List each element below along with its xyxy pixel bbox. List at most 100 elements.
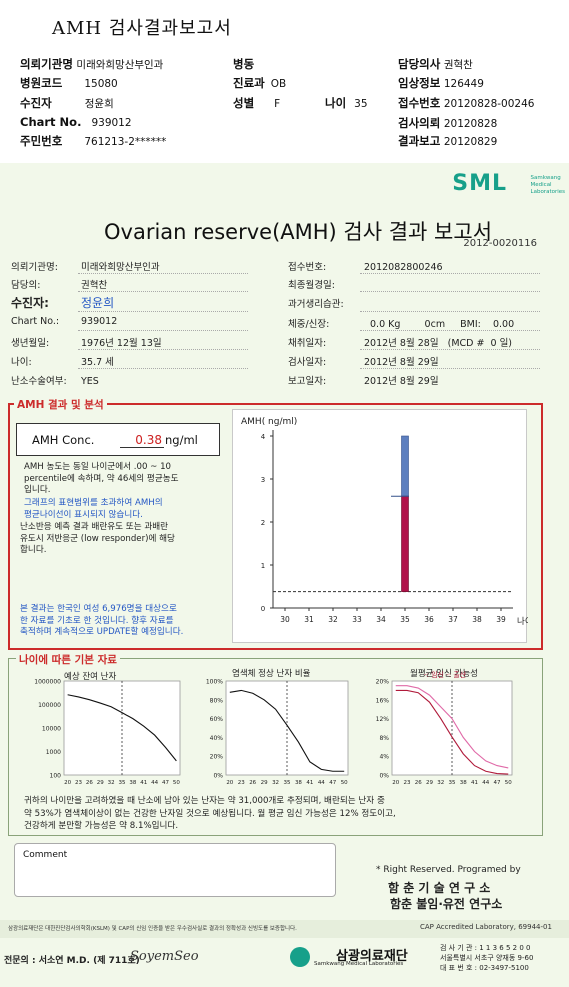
info-ovarian-surgery: 난소수술여부: YES <box>11 373 99 387</box>
info-age: 나이: 35.7 세 <box>11 354 114 368</box>
mini-legend: -: 임신 -: 출산 <box>424 670 467 679</box>
y-tick-label: 8% <box>379 735 389 742</box>
header-row-clinical-info: 임상정보 126449 <box>398 75 484 91</box>
header-row-ward: 병동 <box>233 56 254 72</box>
x-tick-label: 26 <box>86 780 93 786</box>
header-value: 20120828-00246 <box>443 98 535 110</box>
x-tick-label: 20 <box>226 780 233 786</box>
x-tick-label: 38 <box>472 615 482 624</box>
dotted-rule <box>78 273 248 274</box>
header-label: 의뢰기관명 <box>20 57 73 71</box>
info-report-date: 보고일자: 2012년 8월 29일 <box>288 373 439 387</box>
header-label: Chart No. <box>20 115 82 129</box>
logo-sub-line: Laboratories <box>530 189 565 195</box>
y-tick-label: 1000000 <box>34 679 61 686</box>
mini-chart-title: 월평균 임신 가능성 <box>410 669 478 679</box>
x-tick-label: 34 <box>376 615 386 624</box>
y-tick-label: 20% <box>376 679 390 686</box>
x-tick-label: 37 <box>448 615 458 624</box>
header-value: 미래와희망산부인과 <box>76 59 164 71</box>
rights-text: * Right Reserved. Programed by <box>376 865 521 875</box>
info-label: 체중/신장: <box>288 319 330 330</box>
dotted-rule <box>360 291 540 292</box>
info-value: 2012년 8월 28일 (MCD # 0 일) <box>364 338 513 349</box>
header-value: 권혁찬 <box>443 59 473 71</box>
footer-accreditation-note: 삼광의료재단은 대한진단검사의학회(KSLM) 및 CAP의 신임 인증을 받은… <box>8 926 297 932</box>
mini-chart-title: 염색체 정상 난자 비율 <box>232 669 311 679</box>
y-tick-label: 12% <box>376 716 390 723</box>
info-value: 정윤희 <box>81 296 115 310</box>
series-line <box>395 685 509 769</box>
info-label: 검사일자: <box>288 357 327 368</box>
comment-box[interactable]: Comment <box>14 843 336 897</box>
y-tick-label: 60% <box>210 716 224 723</box>
x-tick-label: 38 <box>129 780 136 786</box>
info-value: 1976년 12월 13일 <box>81 338 162 349</box>
y-tick-label: 10000 <box>42 726 61 733</box>
x-tick-label: 44 <box>482 780 489 786</box>
amh-paragraph-response: 난소반응 예측 결과 배란유도 또는 과배란 유도시 저반응군 (low res… <box>20 522 175 557</box>
header-value: F <box>274 98 281 110</box>
x-tick-label: 31 <box>304 615 314 624</box>
x-tick-label: 26 <box>249 780 256 786</box>
header-row-test-request: 검사의뢰 20120828 <box>398 115 497 131</box>
contact-info: 검 사 기 관 : 1 1 3 6 5 2 0 0 서울특별시 서초구 양재동 … <box>440 943 533 973</box>
dotted-rule <box>78 368 248 369</box>
x-tick-label: 50 <box>505 780 512 786</box>
info-receipt-no: 접수번호: 2012082800246 <box>288 259 443 273</box>
x-tick-label: 20 <box>64 780 71 786</box>
paragraph-line: 난소반응 예측 결과 배란유도 또는 과배란 <box>20 522 169 532</box>
header-value: 20120828 <box>443 118 498 130</box>
y-tick-label: 100% <box>206 679 223 686</box>
paragraph-line: AMH 농도는 동일 나이군에서 .00 ~ 10 <box>24 462 172 472</box>
x-tick-label: 32 <box>328 615 338 624</box>
info-label: 생년월일: <box>11 338 50 349</box>
paragraph-line: 평균나이선이 표시되지 않습니다. <box>24 509 143 520</box>
plot-area <box>391 680 513 776</box>
y-tick-label: 4% <box>379 754 389 761</box>
y-tick-label: 1000 <box>46 749 61 756</box>
x-tick-label: 23 <box>404 780 411 786</box>
x-tick-label: 36 <box>424 615 434 624</box>
x-tick-label: 23 <box>75 780 82 786</box>
x-tick-label: 20 <box>392 780 399 786</box>
comment-label: Comment <box>23 850 68 860</box>
dotted-rule <box>78 349 248 350</box>
header-label: 병동 <box>233 57 255 71</box>
plot-area <box>63 680 181 776</box>
plot-area <box>225 680 349 776</box>
amh-chart-panel: AMH( ng/ml)0123430313233343536373839나이 <box>232 409 533 643</box>
paragraph-line: 합니다. <box>20 545 47 555</box>
amh-range-bar-lower <box>401 495 409 592</box>
normal-chromosome-chart: 0% 20% 40% 60% 80% 100% 20 23 26 29 32 35 38 41 44 47 50 <box>206 679 349 786</box>
y-tick-label: 20% <box>210 754 224 761</box>
paragraph-line: 한 자료를 기초로 한 것입니다. 향후 자료를 <box>20 615 174 626</box>
specialist-name: 전문의 : 서소연 M.D. (제 711호) <box>4 956 140 966</box>
header-label: 결과보고 <box>398 134 441 148</box>
x-tick-label: 47 <box>494 780 501 786</box>
x-tick-label: 33 <box>352 615 362 624</box>
header-label: 주민번호 <box>20 134 63 148</box>
y-tick-label: 4 <box>261 433 266 441</box>
info-label: 담당의: <box>11 280 41 291</box>
contact-line: 검 사 기 관 : 1 1 3 6 5 2 0 0 <box>440 944 531 952</box>
header-row-chart-no: Chart No. 939012 <box>20 115 132 129</box>
header-row-age: 나이 35 <box>325 95 368 111</box>
x-tick-label: 35 <box>449 780 456 786</box>
amh-range-bar-upper <box>401 435 409 497</box>
amh-chart: AMH( ng/ml)0123430313233343536373839나이 <box>241 417 533 627</box>
info-value: 2012년 8월 29일 <box>364 376 439 387</box>
dotted-rule <box>78 330 248 331</box>
header-label: 성별 <box>233 96 255 110</box>
amh-paragraph-percentile: AMH 농도는 동일 나이군에서 .00 ~ 10 percentile에 속하… <box>24 462 179 497</box>
header-value: 35 <box>354 98 368 110</box>
info-label: 보고일자: <box>288 376 327 387</box>
amh-paragraph-data-source: 본 결과는 한국인 여성 6,976명을 대상으로 한 자료를 기초로 한 것입… <box>20 604 183 639</box>
y-tick-label: 2 <box>261 519 265 527</box>
x-tick-label: 41 <box>140 780 147 786</box>
amh-conc-unit: ng/ml <box>165 433 198 447</box>
cap-accreditation: CAP Accredited Laboratory, 69944-01 <box>420 923 552 931</box>
specialist-signature: SoyemSeo <box>130 949 199 964</box>
header-value: 정윤희 <box>84 98 114 110</box>
dotted-rule <box>360 349 540 350</box>
